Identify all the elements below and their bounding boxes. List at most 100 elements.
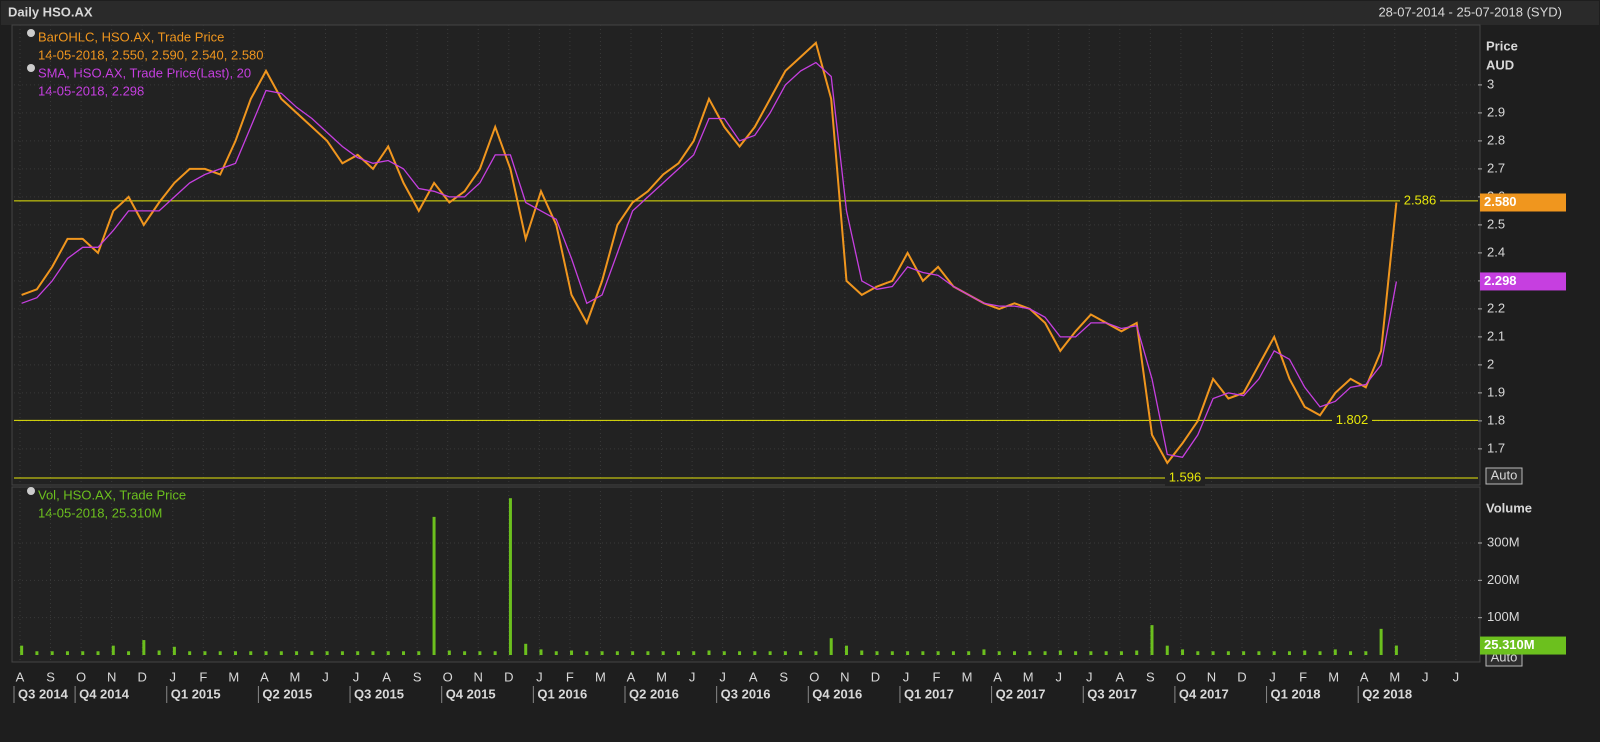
quarter-label: Q1 2016 — [537, 686, 587, 701]
level-label-bg — [1165, 470, 1205, 487]
volume-bar — [1257, 651, 1261, 655]
last-value-label: 2.298 — [1484, 273, 1517, 288]
x-tick-label: F — [933, 669, 941, 684]
x-tick-label: M — [290, 669, 301, 684]
price-line — [21, 41, 1398, 465]
volume-bar — [738, 651, 742, 655]
x-tick-label: A — [1115, 669, 1124, 684]
volume-bar — [1135, 650, 1139, 655]
volume-bar — [997, 651, 1001, 655]
volume-bar — [753, 651, 757, 655]
auto-button[interactable]: Auto — [1485, 467, 1523, 485]
x-tick-label: J — [719, 669, 726, 684]
volume-bar — [65, 651, 69, 655]
x-tick-label: J — [322, 669, 329, 684]
volume-bar — [768, 651, 772, 655]
last-value-tag — [1480, 272, 1566, 291]
volume-bar — [356, 651, 360, 655]
y-title: Price — [1486, 38, 1518, 53]
x-tick-label: N — [474, 669, 483, 684]
volume-bar — [218, 651, 222, 655]
x-tick-label: M — [1328, 669, 1339, 684]
title-bar — [1, 1, 1599, 25]
y-tick-label: 1.9 — [1487, 384, 1505, 399]
x-tick-label: S — [46, 669, 55, 684]
y-tick-label: 2.8 — [1487, 132, 1505, 147]
x-tick-label: J — [170, 669, 177, 684]
y-tick-label: 2.7 — [1487, 160, 1505, 175]
x-tick-label: J — [1453, 669, 1460, 684]
x-tick-label: M — [228, 669, 239, 684]
y-tick-label: 2.1 — [1487, 328, 1505, 343]
quarter-label: Q3 2016 — [721, 686, 771, 701]
volume-bar — [1272, 651, 1276, 655]
x-tick-label: A — [1360, 669, 1369, 684]
volume-bar — [50, 651, 54, 655]
volume-bar — [279, 651, 283, 655]
volume-bar — [386, 651, 390, 655]
volume-bar — [417, 651, 421, 655]
volume-bar — [631, 651, 635, 655]
volume-bar — [1318, 651, 1322, 655]
legend-detail: 14-05-2018, 2.550, 2.590, 2.540, 2.580 — [38, 47, 264, 62]
volume-bar — [463, 651, 467, 655]
x-tick-label: D — [1237, 669, 1246, 684]
auto-button-frame[interactable] — [1485, 467, 1523, 485]
quarter-label: Q2 2016 — [629, 686, 679, 701]
quarter-label: Q4 2014 — [79, 686, 130, 701]
auto-button-label[interactable]: Auto — [1491, 467, 1518, 482]
last-value-tag — [1480, 193, 1566, 212]
y-tick-label: 2.5 — [1487, 216, 1505, 231]
volume-bar — [539, 649, 543, 655]
quarter-label: Q2 2017 — [996, 686, 1046, 701]
volume-bar — [203, 651, 207, 655]
volume-bar — [799, 651, 803, 655]
volume-bar — [1058, 650, 1062, 655]
volume-bar — [188, 651, 192, 655]
x-tick-label: J — [1086, 669, 1093, 684]
quarter-label: Q1 2018 — [1271, 686, 1321, 701]
x-tick-label: M — [1023, 669, 1034, 684]
x-tick-label: O — [443, 669, 453, 684]
volume-bar — [722, 651, 726, 655]
volume-bar — [35, 651, 39, 655]
x-tick-label: J — [689, 669, 696, 684]
volume-bar — [692, 651, 696, 655]
y-unit: AUD — [1486, 57, 1514, 72]
x-tick-label: J — [353, 669, 360, 684]
y-title: Volume — [1486, 500, 1532, 515]
level-label: 1.596 — [1169, 469, 1202, 484]
volume-bar — [844, 645, 848, 655]
volume-bar — [707, 650, 711, 655]
quarter-label: Q4 2017 — [1179, 686, 1229, 701]
volume-bar — [1303, 650, 1307, 655]
x-tick-label: N — [840, 669, 849, 684]
volume-panel — [11, 486, 1481, 663]
level-label: 2.586 — [1404, 192, 1437, 207]
x-tick-label: M — [1389, 669, 1400, 684]
volume-bar — [1089, 651, 1093, 655]
last-value-tag — [1480, 636, 1566, 655]
volume-bar — [142, 640, 146, 655]
volume-bar — [890, 651, 894, 655]
last-value-label: 25.310M — [1484, 637, 1535, 652]
volume-bar — [172, 646, 176, 655]
y-tick-label: 2.9 — [1487, 104, 1505, 119]
legend-icon — [27, 64, 35, 72]
volume-bar — [860, 650, 864, 655]
volume-bar — [81, 651, 85, 655]
volume-bar — [951, 651, 955, 655]
level-label-bg — [1400, 192, 1440, 209]
x-tick-label: M — [656, 669, 667, 684]
volume-bar — [493, 651, 497, 655]
volume-bar — [921, 651, 925, 655]
y-tick-label: 1.7 — [1487, 440, 1505, 455]
volume-bar — [906, 651, 910, 655]
volume-bar — [967, 651, 971, 655]
x-tick-label: J — [1055, 669, 1062, 684]
x-tick-label: F — [566, 669, 574, 684]
volume-bar — [1379, 628, 1383, 655]
quarter-label: Q1 2015 — [171, 686, 221, 701]
volume-bar — [310, 651, 314, 655]
volume-bar — [875, 651, 879, 655]
